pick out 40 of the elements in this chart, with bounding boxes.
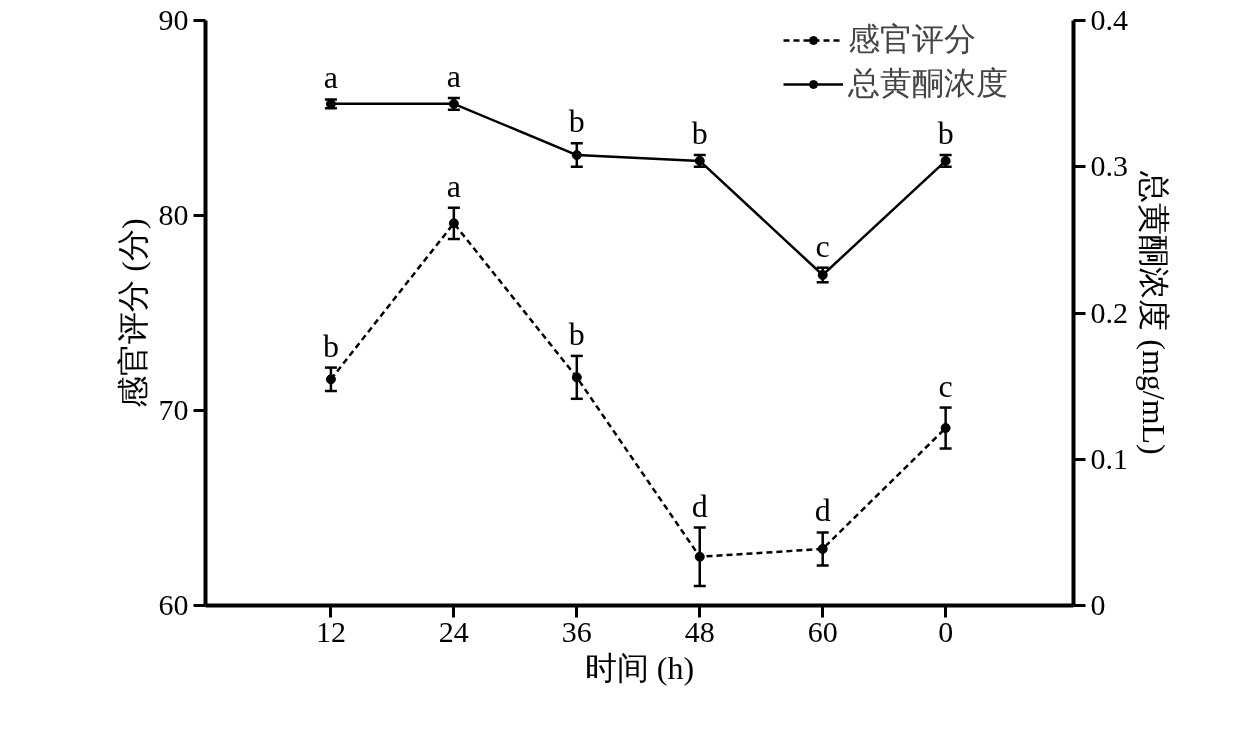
point [694,551,705,562]
point [325,374,336,385]
x-tick-label: 12 [315,614,346,648]
data-label: c [815,227,830,264]
data-label: b [322,327,339,364]
x-tick-label: 48 [684,614,715,648]
y-axis-title: 感官评分 (分) [114,218,151,408]
y2-tick-label: 0 [1090,588,1106,621]
y2-tick-label: 0.3 [1090,149,1128,183]
point [940,423,951,434]
data-label: b [568,103,585,140]
point [817,543,828,554]
data-label: c [938,367,953,404]
data-label: b [691,115,708,152]
x-tick-label: 0 [938,614,954,648]
data-label: a [323,59,339,96]
x-tick-label: 24 [438,614,469,648]
data-label: a [446,167,461,204]
point [571,372,582,383]
legend-label: 总黄酮浓度 [848,64,1008,103]
x-tick-label: 36 [561,614,592,648]
y-tick-label: 80 [158,198,189,231]
point [571,150,582,161]
y2-tick-label: 0.1 [1090,441,1128,475]
y-tick-label: 60 [158,588,189,621]
y-tick-label: 70 [158,393,189,426]
point [817,269,828,280]
y2-tick-label: 0.4 [1090,3,1128,36]
data-label: b [937,115,954,152]
y2-tick-label: 0.2 [1090,295,1128,329]
x-axis-title: 时间 (h) [584,649,695,686]
point [448,218,459,229]
data-label: d [691,487,708,524]
x-tick-label: 60 [807,614,838,648]
y2-axis-title: 总黄酮浓度 (mg/mL) [1136,170,1172,455]
y-tick-label: 90 [158,3,189,36]
data-label: b [568,315,585,352]
data-label: d [814,492,831,529]
data-label: a [446,58,461,95]
legend-label: 感官评分 [848,20,976,59]
